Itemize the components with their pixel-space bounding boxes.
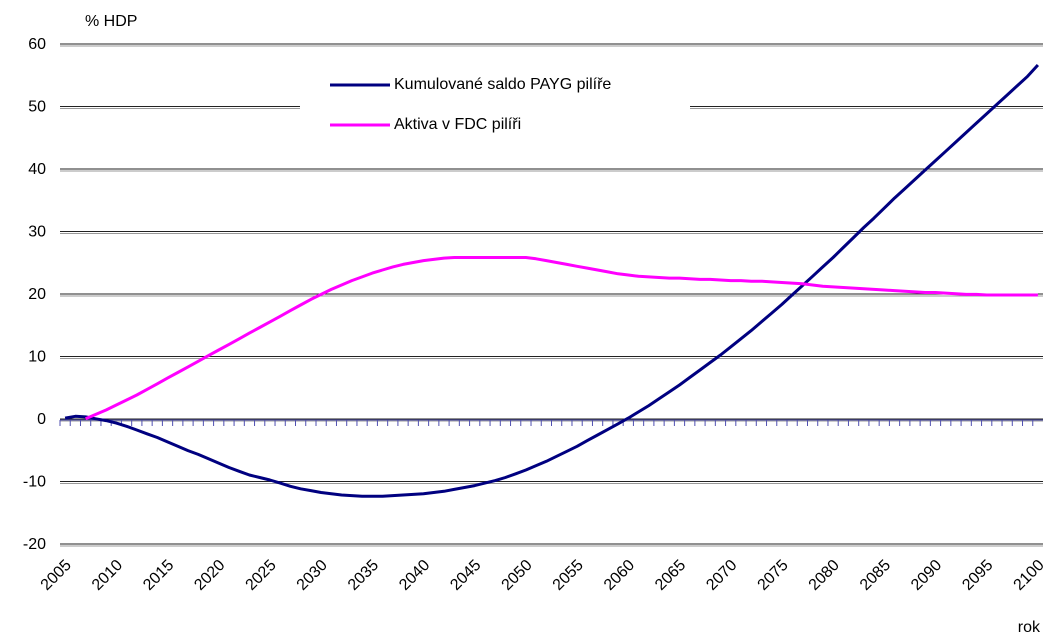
x-tick-label: 2065: [652, 557, 689, 594]
x-tick-label: 2070: [703, 557, 740, 594]
legend-label: Kumulované saldo PAYG pilíře: [394, 76, 611, 93]
series-line: [64, 63, 1040, 498]
x-axis-label: rok: [1018, 619, 1041, 636]
x-tick-label: 2040: [396, 557, 433, 594]
x-tick-label: 2005: [38, 557, 75, 594]
x-tick-label: 2100: [1011, 557, 1045, 594]
y-tick-label: 20: [28, 286, 46, 303]
x-tick-label: 2085: [857, 557, 894, 594]
y-tick-label: 0: [37, 411, 46, 428]
legend-box: [300, 65, 690, 145]
x-tick-label: 2020: [191, 557, 228, 594]
y-tick-label: 50: [28, 99, 46, 116]
x-tick-label: 2060: [601, 557, 638, 594]
y-axis-label: % HDP: [85, 13, 137, 30]
y-tick-label: -20: [23, 536, 46, 553]
x-tick-label: 2015: [140, 557, 177, 594]
x-tick-label: 2010: [89, 557, 126, 594]
x-tick-label: 2080: [806, 557, 843, 594]
series-line: [85, 256, 1038, 421]
x-tick-label: 2025: [243, 557, 280, 594]
y-tick-label: 10: [28, 349, 46, 366]
legend: Kumulované saldo PAYG pilíře Aktiva v FDC…: [300, 65, 690, 145]
x-tick-label: 2045: [447, 557, 484, 594]
x-tick-label: 2030: [294, 557, 331, 594]
legend-label: Aktiva v FDC pilíři: [394, 116, 521, 133]
x-tick-label: 2095: [959, 557, 996, 594]
y-tick-label: 40: [28, 161, 46, 178]
x-tick-label: 2075: [755, 557, 792, 594]
y-tick-label: 30: [28, 224, 46, 241]
x-tick-label: 2035: [345, 557, 382, 594]
y-tick-label: -10: [23, 474, 46, 491]
y-tick-label: 60: [28, 36, 46, 53]
x-tick-label: 2090: [908, 557, 945, 594]
x-tick-label: 2055: [550, 557, 587, 594]
x-tick-label: 2050: [499, 557, 536, 594]
